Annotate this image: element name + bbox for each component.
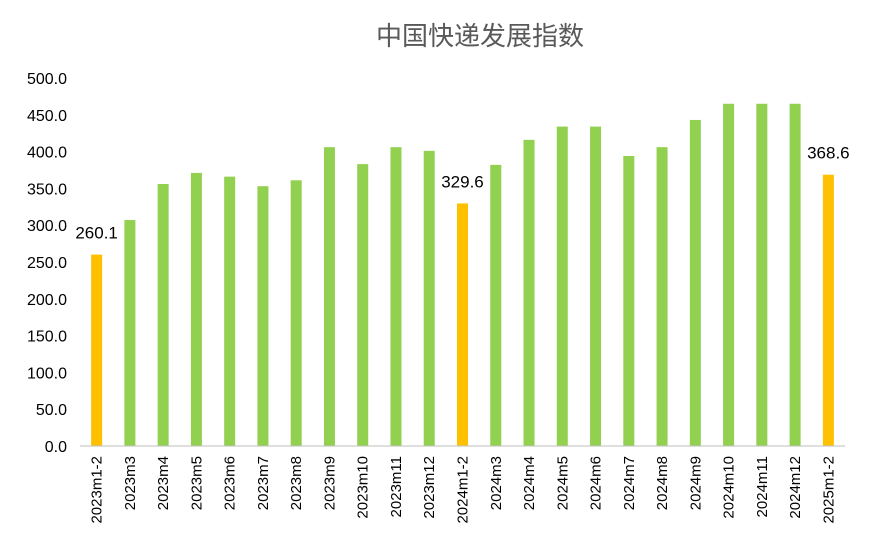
y-tick-label: 450.0 bbox=[27, 108, 67, 125]
x-tick-label: 2023m5 bbox=[188, 456, 205, 510]
x-tick-label: 2024m12 bbox=[787, 456, 804, 519]
bar-2024m11 bbox=[756, 103, 768, 446]
y-tick-label: 50.0 bbox=[36, 402, 67, 419]
bar-2024m5 bbox=[556, 126, 568, 447]
y-tick-label: 250.0 bbox=[27, 255, 67, 272]
bar-2024m10 bbox=[723, 103, 735, 446]
bar-2023m12 bbox=[423, 150, 435, 446]
y-tick-label: 200.0 bbox=[27, 292, 67, 309]
x-tick-label: 2023m7 bbox=[255, 456, 272, 510]
x-tick-label: 2023m9 bbox=[321, 456, 338, 510]
bar-2024m9 bbox=[689, 119, 701, 447]
bar-2024m6 bbox=[590, 126, 602, 447]
y-tick-label: 400.0 bbox=[27, 145, 67, 162]
y-tick-label: 500.0 bbox=[27, 71, 67, 88]
x-tick-label: 2024m1-2 bbox=[455, 456, 472, 524]
bar-2023m9 bbox=[323, 147, 335, 446]
x-tick-label: 2023m4 bbox=[155, 456, 172, 510]
bar-2024m1-2 bbox=[457, 203, 468, 446]
bar-2023m11 bbox=[390, 147, 402, 446]
x-tick-label: 2024m6 bbox=[588, 456, 605, 510]
data-label: 368.6 bbox=[807, 144, 850, 163]
bar-2025m1-2 bbox=[822, 174, 834, 447]
x-tick-label: 2024m7 bbox=[621, 456, 638, 510]
y-tick-label: 0.0 bbox=[45, 439, 67, 456]
x-tick-label: 2024m4 bbox=[521, 456, 538, 510]
x-tick-label: 2024m11 bbox=[754, 456, 771, 517]
y-tick-label: 100.0 bbox=[27, 365, 67, 382]
chart-title: 中国快递发展指数 bbox=[376, 22, 584, 52]
bar-2024m3 bbox=[490, 164, 502, 446]
data-label: 329.6 bbox=[441, 172, 484, 191]
x-tick-label: 2023m8 bbox=[288, 456, 305, 510]
x-tick-label: 2024m9 bbox=[687, 456, 704, 510]
x-axis-labels: 2023m1-2 2023m3 2023m4 2023m5 2023m6 2023m7 20… bbox=[89, 456, 838, 524]
bar-2023m3 bbox=[124, 220, 136, 446]
data-labels: 260.1 329.6 368.6 bbox=[75, 144, 849, 243]
bar-2024m4 bbox=[523, 139, 535, 446]
x-tick-label: 2023m11 bbox=[388, 456, 405, 517]
bar-2023m5 bbox=[190, 172, 202, 446]
x-tick-label: 2024m8 bbox=[654, 456, 671, 510]
bar-2023m8 bbox=[290, 180, 302, 446]
bar-2023m7 bbox=[257, 186, 269, 446]
y-axis-labels: 0.0 50.0 100.0 150.0 200.0 250.0 300.0 350.0 400… bbox=[27, 71, 67, 456]
bars bbox=[91, 103, 834, 447]
x-tick-label: 2023m3 bbox=[122, 456, 139, 510]
data-label: 260.1 bbox=[75, 224, 118, 243]
bar-2023m4 bbox=[157, 183, 169, 446]
bar-2023m1-2 bbox=[91, 254, 103, 446]
bar-2024m8 bbox=[656, 147, 668, 446]
x-tick-label: 2024m10 bbox=[721, 456, 738, 519]
bar-2024m7 bbox=[623, 156, 635, 447]
bar-2023m6 bbox=[224, 176, 236, 446]
x-tick-label: 2023m12 bbox=[421, 456, 438, 519]
x-tick-label: 2023m1-2 bbox=[89, 456, 106, 524]
x-tick-label: 2023m6 bbox=[222, 456, 239, 510]
bar-2024m12 bbox=[789, 103, 801, 446]
y-tick-label: 350.0 bbox=[27, 181, 67, 198]
x-tick-label: 2025m1-2 bbox=[820, 456, 837, 524]
y-tick-label: 300.0 bbox=[27, 218, 67, 235]
x-tick-label: 2024m5 bbox=[554, 456, 571, 510]
x-tick-label: 2024m3 bbox=[488, 456, 505, 510]
bar-2023m10 bbox=[357, 164, 369, 446]
x-tick-label: 2023m10 bbox=[355, 456, 372, 519]
y-tick-label: 150.0 bbox=[27, 329, 67, 346]
